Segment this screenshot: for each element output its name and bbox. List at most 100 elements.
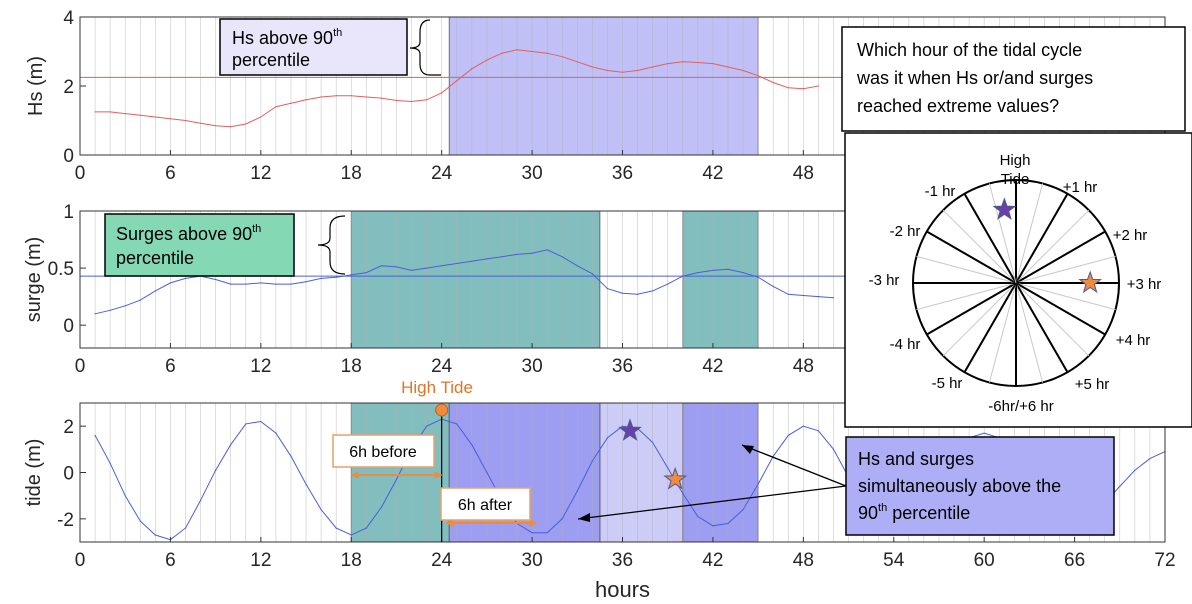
clock-label-minus1: -1 hr xyxy=(925,183,956,200)
combined-annotation: Hs and surges simultaneously above the 9… xyxy=(577,436,1115,536)
data-point xyxy=(561,56,563,58)
x-tick-label: 12 xyxy=(250,163,271,184)
data-point xyxy=(802,294,804,297)
highlight-window-0 xyxy=(448,16,759,156)
surge-brace xyxy=(317,215,346,275)
combined-line-1: Hs and surges xyxy=(858,449,974,469)
data-point xyxy=(802,425,804,427)
data-point xyxy=(606,69,609,72)
data-point xyxy=(395,266,398,268)
clock-label-minus5: -5 hr xyxy=(932,375,963,392)
y-tick-label: 0.5 xyxy=(48,259,74,280)
y-axis-label: surge (m) xyxy=(23,237,45,323)
data-point xyxy=(184,277,187,279)
data-point xyxy=(606,437,609,439)
data-point xyxy=(395,99,398,102)
series-line-0 xyxy=(94,249,834,315)
clock-spoke xyxy=(1015,282,1106,336)
x-tick-label: 6 xyxy=(165,550,176,571)
y-tick-label: 2 xyxy=(63,77,74,98)
data-point xyxy=(636,69,639,72)
data-point xyxy=(501,256,503,258)
six-hours-after-label: 6h after xyxy=(458,497,513,514)
data-point xyxy=(350,274,352,276)
data-point xyxy=(576,265,578,267)
combined-line-3: 90th percentile xyxy=(858,502,970,523)
clock-star-0 xyxy=(992,197,1017,220)
hs-threshold-annotation: Hs above 90th percentile xyxy=(219,18,441,76)
six-hours-after: 6h after xyxy=(440,487,531,521)
data-point xyxy=(636,293,639,295)
x-tick-label: 0 xyxy=(75,356,86,377)
data-point xyxy=(275,432,277,434)
data-point xyxy=(802,88,804,90)
clock-label-plus1: +1 hr xyxy=(1063,179,1098,196)
x-tick-label: 42 xyxy=(702,550,723,571)
x-tick-label: 42 xyxy=(702,163,723,184)
data-point xyxy=(410,100,413,103)
clock-minor-spoke xyxy=(988,282,1017,383)
clock-star-1 xyxy=(1078,270,1103,294)
data-point xyxy=(727,268,729,270)
x-tick-label: 42 xyxy=(702,356,723,377)
surge-box-line2: percentile xyxy=(116,248,194,268)
clock-spoke xyxy=(963,193,1017,284)
y-axis-label: tide (m) xyxy=(23,439,45,507)
data-point xyxy=(290,283,292,285)
surge-box-line1: Surges above 90th xyxy=(116,223,261,244)
data-point xyxy=(124,495,126,497)
data-point xyxy=(712,525,714,527)
data-point xyxy=(832,297,835,299)
data-point xyxy=(983,432,985,434)
x-tick-label: 48 xyxy=(793,550,814,571)
y-tick-label: 0 xyxy=(63,146,74,167)
clock-label-plus5: +5 hr xyxy=(1075,376,1110,393)
data-point xyxy=(380,97,382,99)
question-box: Which hour of the tidal cycle was it whe… xyxy=(841,26,1186,132)
data-point xyxy=(832,448,835,450)
data-point xyxy=(275,283,277,285)
x-tick-label: 18 xyxy=(341,356,362,377)
data-point xyxy=(395,478,398,481)
clock-minor-spoke xyxy=(916,282,1017,311)
data-point xyxy=(787,87,789,89)
x-tick-label: 6 xyxy=(165,163,176,184)
data-point xyxy=(682,61,684,63)
star-marker-2 xyxy=(663,466,688,490)
clock-minor-spoke xyxy=(1015,183,1044,284)
data-point xyxy=(290,455,292,457)
data-point xyxy=(471,260,473,262)
data-point xyxy=(817,430,820,432)
data-point xyxy=(320,277,322,279)
x-tick-label: 18 xyxy=(341,550,362,571)
data-point xyxy=(305,483,307,485)
data-point xyxy=(425,425,428,427)
data-point xyxy=(682,492,684,494)
data-point xyxy=(154,534,156,536)
data-point xyxy=(742,508,744,511)
x-tick-label: 12 xyxy=(250,550,271,571)
data-point xyxy=(154,290,156,292)
clock-label-tide: Tide xyxy=(1001,171,1030,188)
data-point xyxy=(501,52,503,54)
clock-label-plus3: +3 hr xyxy=(1127,276,1162,293)
data-point xyxy=(787,293,789,295)
clock-minor-spoke xyxy=(1015,282,1116,311)
clock-minor-spoke xyxy=(1015,255,1116,284)
x-tick-label: 24 xyxy=(431,163,453,184)
data-point xyxy=(471,68,473,70)
hs-brace xyxy=(409,19,441,76)
combined-arrow-2 xyxy=(577,485,847,520)
clock-spoke xyxy=(1015,230,1106,284)
y-tick-label: 4 xyxy=(63,8,74,29)
x-tick-label: 6 xyxy=(165,356,176,377)
clock-spoke xyxy=(926,230,1017,284)
x-tick-label: 24 xyxy=(431,356,453,377)
clock-label-minus3: -3 hr xyxy=(869,272,900,289)
data-point xyxy=(471,444,473,446)
data-point xyxy=(230,283,232,285)
data-point xyxy=(245,283,247,285)
data-point xyxy=(290,102,292,104)
